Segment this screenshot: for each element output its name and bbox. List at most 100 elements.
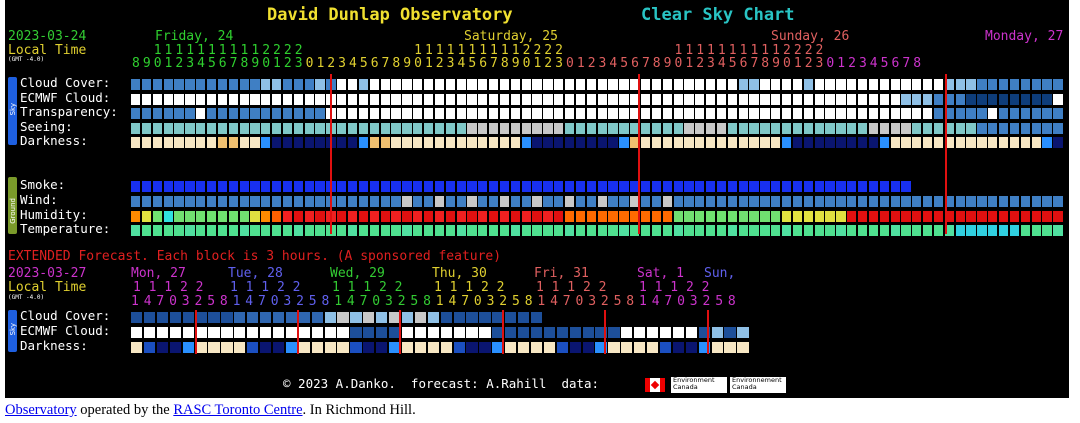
humidity-block[interactable] [792, 211, 803, 222]
temperature-block[interactable] [879, 225, 889, 236]
seeing-block[interactable] [760, 123, 770, 134]
seeing-block[interactable] [163, 123, 173, 134]
humidity-block[interactable] [825, 211, 835, 222]
cloud-cover-block[interactable] [782, 79, 792, 90]
cloud-cover-block[interactable] [912, 79, 922, 90]
smoke-block[interactable] [716, 181, 727, 192]
cloud-cover-block[interactable] [977, 79, 987, 90]
smoke-block[interactable] [760, 181, 770, 192]
darkness-block[interactable] [803, 137, 813, 148]
cloud-cover-block[interactable] [315, 79, 325, 90]
humidity-block[interactable] [163, 211, 173, 222]
cloud-cover-block[interactable] [282, 79, 293, 90]
cloud-cover-block[interactable] [304, 79, 314, 90]
extended-ecmwf-block[interactable] [711, 327, 723, 338]
darkness-block[interactable] [489, 137, 499, 148]
smoke-block[interactable] [467, 181, 477, 192]
extended-darkness-block[interactable] [440, 342, 452, 353]
humidity-block[interactable] [141, 211, 152, 222]
transparency-block[interactable] [1053, 108, 1063, 119]
temperature-block[interactable] [304, 225, 314, 236]
transparency-block[interactable] [315, 108, 325, 119]
seeing-block[interactable] [445, 123, 455, 134]
smoke-block[interactable] [673, 181, 683, 192]
transparency-block[interactable] [803, 108, 813, 119]
ecmwf-cloud-block[interactable] [857, 94, 868, 105]
seeing-block[interactable] [619, 123, 629, 134]
transparency-block[interactable] [293, 108, 303, 119]
extended-ecmwf-block[interactable] [143, 327, 156, 338]
temperature-block[interactable] [478, 225, 488, 236]
ecmwf-cloud-block[interactable] [825, 94, 835, 105]
ecmwf-cloud-block[interactable] [456, 94, 466, 105]
extended-cloud-block[interactable] [285, 312, 298, 323]
temperature-block[interactable] [1053, 225, 1063, 236]
temperature-block[interactable] [250, 225, 260, 236]
temperature-block[interactable] [152, 225, 162, 236]
smoke-block[interactable] [185, 181, 195, 192]
temperature-block[interactable] [695, 225, 705, 236]
smoke-block[interactable] [217, 181, 228, 192]
smoke-block[interactable] [293, 181, 303, 192]
ecmwf-cloud-block[interactable] [174, 94, 184, 105]
extended-cloud-block[interactable] [221, 312, 233, 323]
darkness-block[interactable] [836, 137, 846, 148]
temperature-block[interactable] [239, 225, 249, 236]
seeing-block[interactable] [749, 123, 759, 134]
humidity-block[interactable] [532, 211, 542, 222]
darkness-block[interactable] [282, 137, 293, 148]
smoke-block[interactable] [803, 181, 813, 192]
smoke-block[interactable] [141, 181, 152, 192]
seeing-block[interactable] [825, 123, 835, 134]
ecmwf-cloud-block[interactable] [358, 94, 369, 105]
extended-darkness-block[interactable] [647, 342, 659, 353]
wind-block[interactable] [413, 196, 423, 207]
transparency-block[interactable] [575, 108, 586, 119]
cloud-cover-block[interactable] [163, 79, 173, 90]
wind-block[interactable] [510, 196, 520, 207]
extended-cloud-block[interactable] [401, 312, 414, 323]
seeing-block[interactable] [467, 123, 477, 134]
humidity-block[interactable] [131, 211, 141, 222]
darkness-block[interactable] [467, 137, 477, 148]
cloud-cover-block[interactable] [847, 79, 857, 90]
darkness-block[interactable] [684, 137, 694, 148]
ecmwf-cloud-block[interactable] [423, 94, 434, 105]
humidity-block[interactable] [217, 211, 228, 222]
humidity-block[interactable] [695, 211, 705, 222]
humidity-block[interactable] [933, 211, 944, 222]
ecmwf-cloud-block[interactable] [966, 94, 976, 105]
extended-darkness-block[interactable] [298, 342, 310, 353]
humidity-block[interactable] [1031, 211, 1041, 222]
seeing-block[interactable] [478, 123, 488, 134]
darkness-block[interactable] [358, 137, 369, 148]
humidity-block[interactable] [901, 211, 911, 222]
cloud-cover-block[interactable] [706, 79, 716, 90]
temperature-block[interactable] [380, 225, 390, 236]
seeing-block[interactable] [706, 123, 716, 134]
seeing-block[interactable] [228, 123, 238, 134]
humidity-block[interactable] [445, 211, 455, 222]
smoke-block[interactable] [619, 181, 629, 192]
ecmwf-cloud-block[interactable] [868, 94, 879, 105]
wind-block[interactable] [423, 196, 434, 207]
cloud-cover-block[interactable] [358, 79, 369, 90]
darkness-block[interactable] [760, 137, 770, 148]
cloud-cover-block[interactable] [261, 79, 271, 90]
wind-block[interactable] [944, 196, 954, 207]
wind-block[interactable] [933, 196, 944, 207]
darkness-block[interactable] [196, 137, 206, 148]
extended-ecmwf-block[interactable] [208, 327, 220, 338]
humidity-block[interactable] [999, 211, 1009, 222]
darkness-block[interactable] [1042, 137, 1052, 148]
extended-ecmwf-block[interactable] [466, 327, 478, 338]
wind-block[interactable] [239, 196, 249, 207]
temperature-block[interactable] [1020, 225, 1030, 236]
smoke-block[interactable] [423, 181, 434, 192]
cloud-cover-block[interactable] [467, 79, 477, 90]
seeing-block[interactable] [836, 123, 846, 134]
darkness-block[interactable] [1053, 137, 1063, 148]
extended-cloud-block[interactable] [350, 312, 362, 323]
extended-darkness-block[interactable] [427, 342, 439, 353]
cloud-cover-block[interactable] [543, 79, 553, 90]
